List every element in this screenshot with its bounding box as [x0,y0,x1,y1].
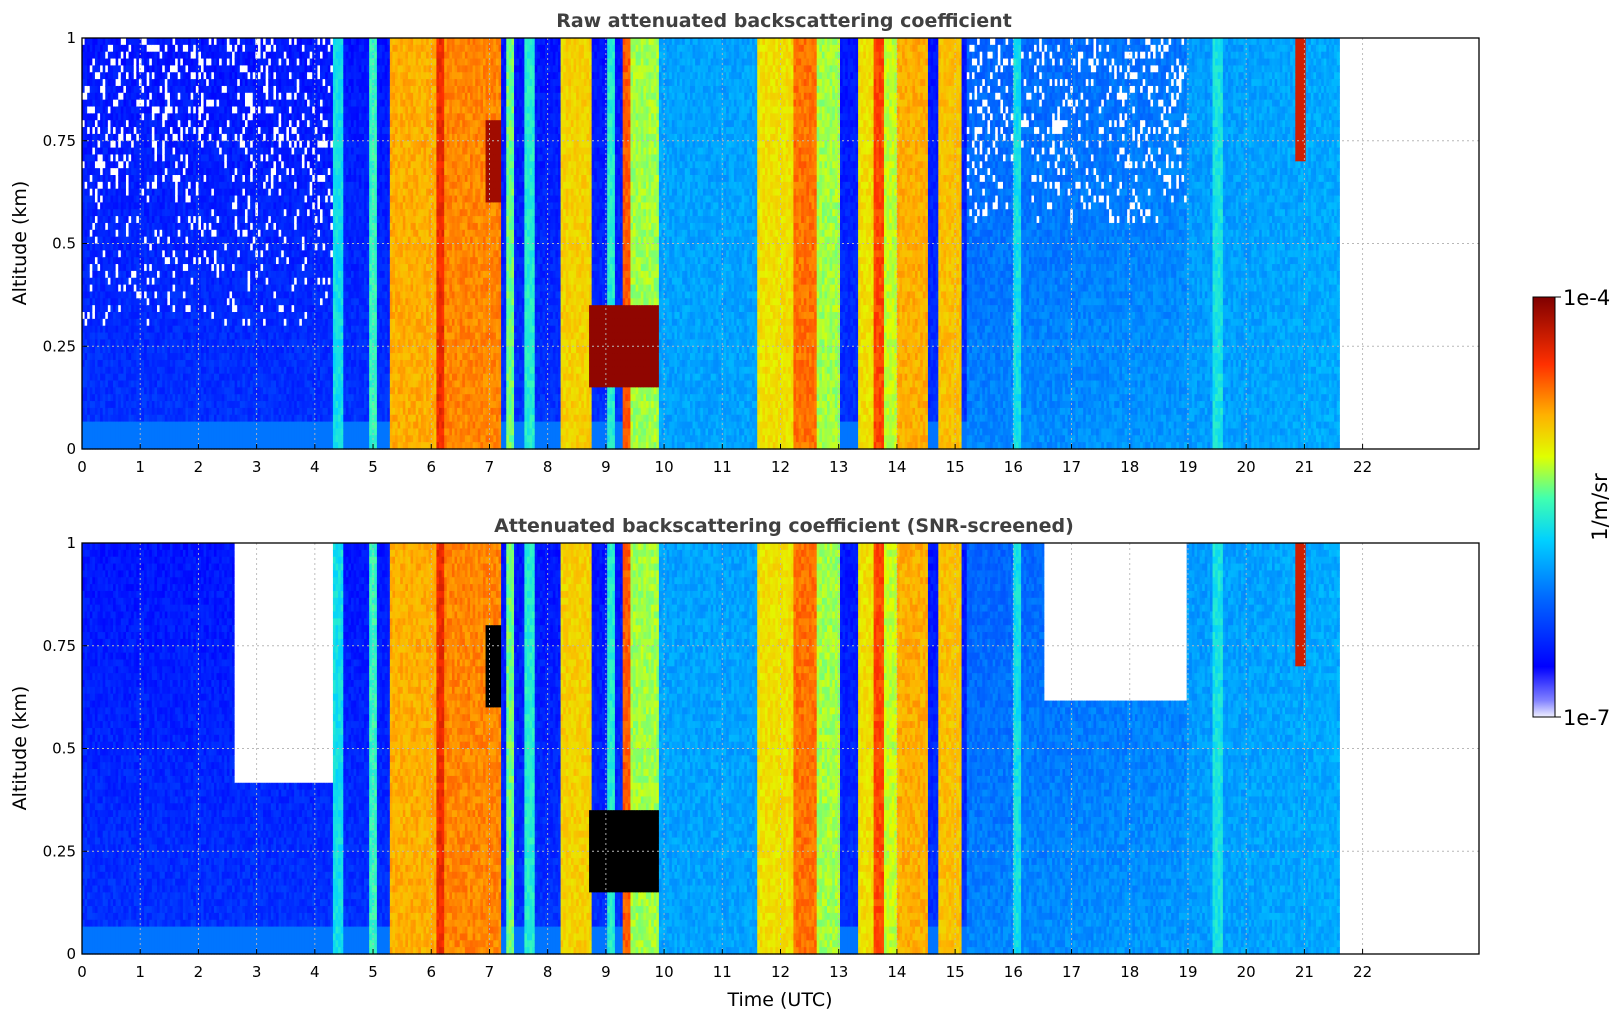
x-tick-label: 8 [543,458,553,476]
x-tick-label: 9 [601,458,611,476]
panel-title: Raw attenuated backscattering coefficien… [556,10,1012,32]
y-axis-ticks: 0 0.25 0.5 0.75 1 [43,29,87,458]
x-tick-label: 14 [887,963,906,981]
x-tick-label: 10 [655,458,674,476]
x-tick-label: 6 [426,963,436,981]
x-tick-label: 17 [1062,458,1081,476]
x-axis-label: Time (UTC) [726,989,832,1011]
x-tick-label: 12 [771,963,790,981]
x-tick-label: 3 [252,458,262,476]
colorbar-max-label: 1e-4 [1563,286,1610,310]
x-tick-label: 4 [310,458,320,476]
x-tick-label: 0 [77,963,87,981]
x-tick-label: 7 [485,963,495,981]
y-axis-label: Altitude (km) [9,686,31,811]
x-tick-label: 12 [771,458,790,476]
x-tick-label: 22 [1353,963,1372,981]
colorbar-ticks [1555,297,1561,717]
colorbar-min-label: 1e-7 [1563,706,1610,730]
x-tick-label: 16 [1004,963,1023,981]
x-tick-label: 4 [310,963,320,981]
y-tick-label: 0 [66,945,76,963]
y-tick-label: 0.25 [43,337,76,355]
x-tick-label: 3 [252,963,262,981]
y-tick-label: 1 [66,534,76,552]
x-tick-label: 9 [601,963,611,981]
x-tick-label: 7 [485,458,495,476]
x-tick-label: 20 [1237,458,1256,476]
y-tick-label: 0.5 [52,740,76,758]
x-tick-label: 16 [1004,458,1023,476]
panel-title: Attenuated backscattering coefficient (S… [494,515,1074,537]
x-tick-label: 2 [194,458,204,476]
x-tick-label: 20 [1237,963,1256,981]
x-tick-label: 19 [1178,458,1197,476]
x-tick-label: 1 [135,963,145,981]
colorbar: 1e-4 1e-7 1/m/sr [1533,286,1612,730]
y-axis-label: Altitude (km) [9,181,31,306]
y-tick-label: 0.25 [43,842,76,860]
x-tick-label: 22 [1353,458,1372,476]
x-tick-label: 10 [655,963,674,981]
colorbar-unit-label: 1/m/sr [1588,473,1612,541]
y-tick-label: 0 [66,440,76,458]
x-tick-label: 18 [1120,963,1139,981]
x-tick-label: 15 [946,963,965,981]
x-tick-label: 11 [713,963,732,981]
x-tick-label: 21 [1295,963,1314,981]
x-tick-label: 11 [713,458,732,476]
y-axis-ticks: 0 0.25 0.5 0.75 1 [43,534,87,963]
heatmap-raw [82,38,1340,450]
y-tick-label: 0.75 [43,132,76,150]
x-tick-label: 8 [543,963,553,981]
x-tick-label: 21 [1295,458,1314,476]
x-tick-label: 13 [829,963,848,981]
x-tick-label: 13 [829,458,848,476]
y-tick-label: 0.5 [52,235,76,253]
x-tick-label: 6 [426,458,436,476]
y-tick-label: 1 [66,29,76,47]
x-tick-label: 2 [194,963,204,981]
x-tick-label: 1 [135,458,145,476]
x-tick-label: 5 [368,458,378,476]
colorbar-scale [1533,297,1555,717]
heatmap-screened [82,543,1340,955]
x-tick-label: 0 [77,458,87,476]
x-tick-label: 5 [368,963,378,981]
x-tick-label: 15 [946,458,965,476]
panel-screened: Attenuated backscattering coefficient (S… [9,515,1479,1011]
panel-raw: Raw attenuated backscattering coefficien… [9,10,1479,476]
x-tick-label: 18 [1120,458,1139,476]
y-tick-label: 0.75 [43,637,76,655]
x-tick-label: 19 [1178,963,1197,981]
x-tick-label: 14 [887,458,906,476]
x-tick-label: 17 [1062,963,1081,981]
